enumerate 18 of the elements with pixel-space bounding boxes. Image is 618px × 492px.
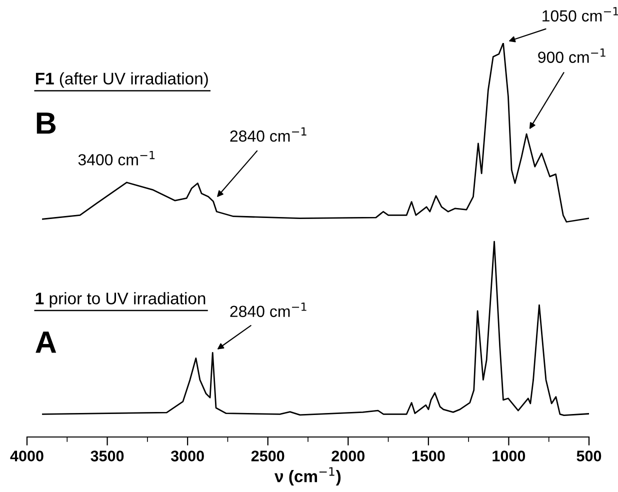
x-tick-label: 3000 [170, 450, 204, 462]
x-tick-label: 500 [576, 450, 602, 462]
x-tick-label: 3500 [90, 450, 124, 462]
annotation: 1 prior to UV irradiation [36, 292, 206, 308]
x-tick-label: 4000 [10, 450, 44, 462]
x-axis-title: ν (cm$^{−1}$) [274, 467, 341, 486]
annotation: 2840 cm$^{−1}$ [230, 302, 306, 318]
annotation: B [36, 112, 56, 134]
annotation: 900 cm$^{−1}$ [538, 48, 606, 63]
x-tick-label: 1500 [412, 450, 445, 462]
x-tick-label: 2500 [251, 450, 284, 462]
x-tick-label: 1000 [492, 450, 526, 462]
annotation: 1050 cm$^{−1}$ [542, 7, 618, 22]
annotation: F1 (after UV irradiation) [36, 72, 208, 88]
annotation: 2840 cm$^{−1}$ [230, 127, 306, 142]
annotation: 3400 cm$^{−1}$ [78, 150, 155, 166]
annotation: A [36, 332, 56, 353]
x-tick-label: 2000 [332, 450, 365, 462]
